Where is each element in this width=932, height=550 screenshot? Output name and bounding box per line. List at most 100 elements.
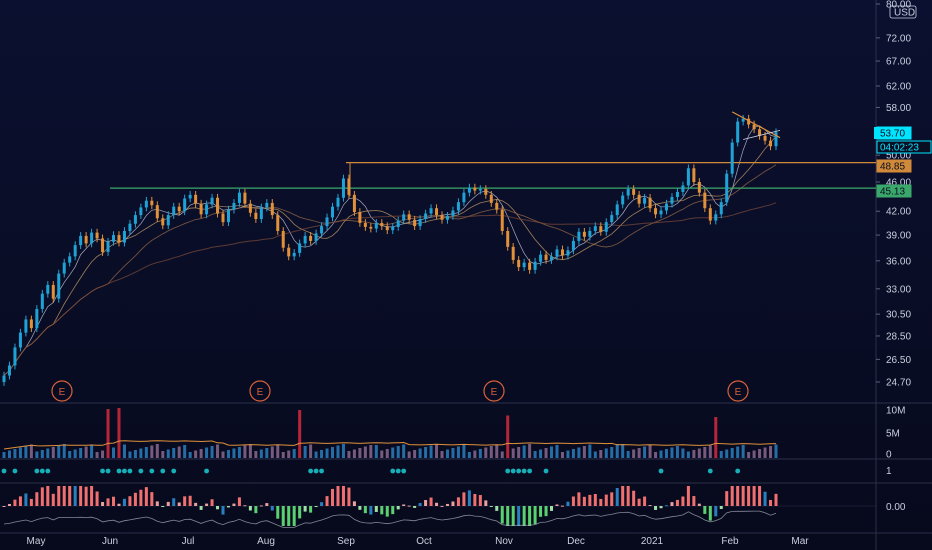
oscillator-bar xyxy=(599,498,603,506)
candle-body xyxy=(46,284,50,294)
volume-bar xyxy=(122,444,126,458)
oscillator-bar xyxy=(281,506,285,526)
oscillator-bar xyxy=(495,506,499,511)
volume-bar xyxy=(555,445,559,458)
price-tick-label: 33.00 xyxy=(886,284,911,295)
oscillator-bar xyxy=(248,506,252,511)
candle-body xyxy=(265,202,269,208)
trend-dot xyxy=(204,468,209,474)
candle-body xyxy=(281,230,285,248)
earnings-marker: E xyxy=(483,380,505,402)
volume-bar xyxy=(692,450,696,458)
volume-bar xyxy=(385,449,389,458)
price-tag xyxy=(876,184,912,198)
candle-body xyxy=(577,231,581,241)
volume-bar xyxy=(259,449,263,458)
candle-body xyxy=(560,249,564,256)
volume-bar xyxy=(172,448,176,458)
candle-body xyxy=(758,129,762,136)
oscillator-bar xyxy=(331,488,335,506)
volume-bar xyxy=(445,449,449,458)
candle-body xyxy=(736,121,740,143)
candle-body xyxy=(29,319,33,329)
last-price-marker xyxy=(874,127,877,139)
trend-dot xyxy=(12,468,18,474)
price-tick-label: 24.70 xyxy=(886,377,911,388)
oscillator-bar xyxy=(341,486,345,506)
volume-bar xyxy=(763,447,767,458)
oscillator-bar xyxy=(478,495,482,506)
candle-body xyxy=(402,214,406,221)
volume-bar xyxy=(199,449,203,458)
oscillator-bar xyxy=(84,486,88,506)
earnings-marker: E xyxy=(727,380,749,402)
oscillator-bar xyxy=(402,504,406,506)
candle-body xyxy=(40,293,44,309)
volume-bar xyxy=(13,449,17,458)
candle-body xyxy=(374,222,378,229)
candle-body xyxy=(106,241,110,253)
oscillator-bar xyxy=(681,496,685,506)
volume-tick-label: 0 xyxy=(886,450,892,461)
volume-bar xyxy=(133,450,137,458)
price-tick-label: 67.00 xyxy=(886,57,911,68)
oscillator-bar xyxy=(13,499,17,506)
oscillator-bar xyxy=(560,505,564,507)
oscillator-bar xyxy=(692,496,696,506)
trend-dot xyxy=(516,468,522,474)
volume-bar xyxy=(664,449,669,458)
oscillator-bar xyxy=(144,487,148,506)
oscillator-bar xyxy=(2,506,6,507)
candle-body xyxy=(352,194,356,213)
volume-bar xyxy=(473,450,477,458)
oscillator-bar xyxy=(571,496,575,506)
volume-bar xyxy=(495,444,499,458)
candle-body xyxy=(637,194,641,204)
candle-body xyxy=(686,168,690,186)
trend-dot xyxy=(127,468,133,474)
volume-bar xyxy=(615,444,619,458)
volume-bar xyxy=(265,448,269,458)
volume-bar xyxy=(7,450,11,458)
oscillator-bar xyxy=(40,487,44,506)
oscillator-bar xyxy=(703,506,707,514)
currency-badge xyxy=(889,5,917,19)
oscillator-bar xyxy=(194,502,198,506)
volume-bar xyxy=(462,445,466,458)
volume-bar xyxy=(254,451,258,458)
volume-bar xyxy=(68,451,72,458)
x-axis-label: Aug xyxy=(257,536,275,547)
oscillator-bar xyxy=(544,506,548,517)
oscillator-bar xyxy=(369,506,373,515)
candle-body xyxy=(320,226,324,234)
volume-bar xyxy=(303,446,307,458)
volume-bar xyxy=(391,447,395,458)
volume-bar xyxy=(183,445,187,458)
volume-bar xyxy=(194,450,198,458)
volume-bar xyxy=(747,452,751,458)
candle-body xyxy=(101,238,105,253)
price-tag-label: 53.70 xyxy=(880,129,905,140)
candle-body xyxy=(84,235,88,244)
volume-bar xyxy=(336,445,340,458)
oscillator-bar xyxy=(183,496,187,506)
volume-bar xyxy=(402,444,406,458)
candle-body xyxy=(18,332,22,348)
candle-body xyxy=(774,132,778,147)
volume-bar xyxy=(79,448,83,458)
moving-average-line xyxy=(3,202,777,376)
earnings-marker-circle xyxy=(483,380,505,402)
price-tick-label: 46.00 xyxy=(886,177,911,188)
oscillator-bar xyxy=(90,486,94,506)
volume-bar xyxy=(719,451,723,458)
trend-dot xyxy=(122,468,127,474)
candle-body xyxy=(79,235,83,246)
candle-body xyxy=(205,204,209,215)
earnings-marker-circle xyxy=(727,380,749,402)
volume-bar xyxy=(139,448,143,458)
volume-bar xyxy=(435,444,439,458)
candle-body xyxy=(659,210,663,215)
candle-body xyxy=(341,178,345,198)
candle-body xyxy=(298,243,302,253)
